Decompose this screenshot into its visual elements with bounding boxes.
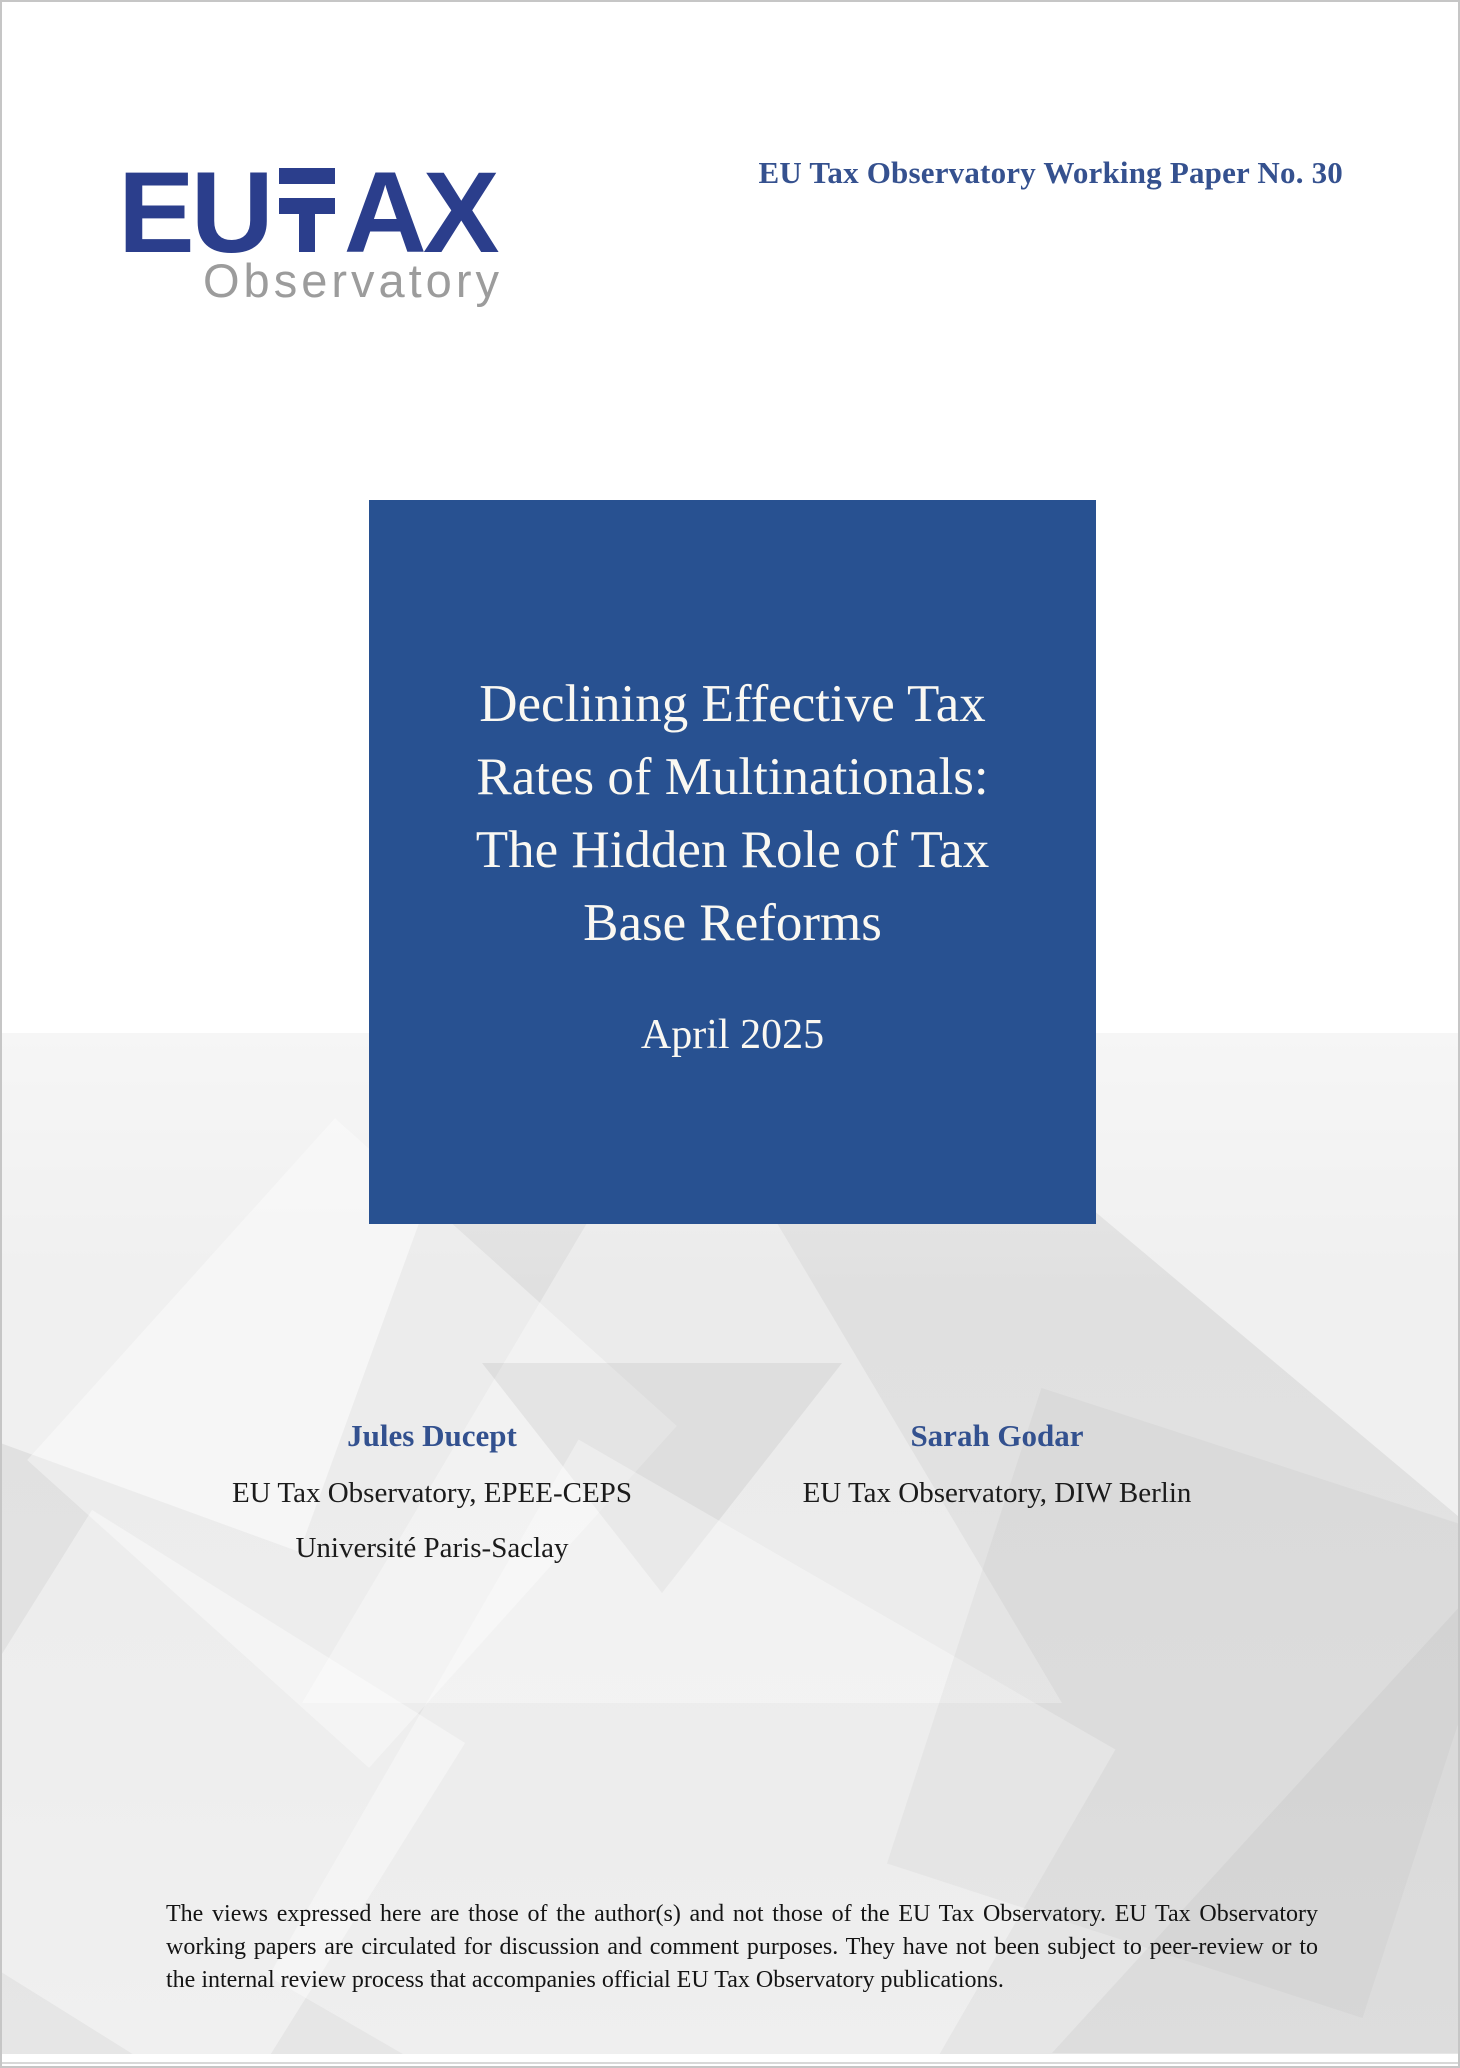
logo-t-top-bar bbox=[278, 168, 335, 184]
author-affiliation: EU Tax Observatory, EPEE-CEPS bbox=[232, 1477, 632, 1509]
working-paper-label: EU Tax Observatory Working Paper No. 30 bbox=[758, 155, 1343, 190]
eutax-logo: EU AX Observatory bbox=[118, 156, 503, 306]
title-box: Declining Effective Tax Rates of Multina… bbox=[369, 500, 1096, 1224]
paper-title: Declining Effective Tax Rates of Multina… bbox=[369, 500, 1096, 960]
author-name: Sarah Godar bbox=[910, 1418, 1084, 1453]
title-line: Rates of Multinationals: bbox=[476, 748, 989, 806]
logo-t-mid-bar bbox=[278, 198, 335, 214]
title-line: Declining Effective Tax bbox=[479, 675, 986, 733]
title-line: The Hidden Role of Tax bbox=[475, 821, 990, 879]
paper-date: April 2025 bbox=[640, 1012, 825, 1058]
bottom-rule bbox=[2, 2062, 1458, 2064]
disclaimer-text: The views expressed here are those of th… bbox=[166, 1901, 1318, 1993]
logo-subtitle: Observatory bbox=[203, 254, 503, 307]
logo-text-ax: AX bbox=[343, 149, 500, 277]
author-affiliation: EU Tax Observatory, DIW Berlin bbox=[802, 1477, 1192, 1509]
logo-t-glyph bbox=[278, 168, 335, 252]
eutax-logo-wordmark: EU AX bbox=[118, 156, 503, 271]
author-affiliation: Université Paris-Saclay bbox=[295, 1532, 569, 1564]
bottom-margin-strip bbox=[2, 2054, 1458, 2066]
author-name: Jules Ducept bbox=[347, 1418, 517, 1453]
title-line: Base Reforms bbox=[583, 894, 882, 952]
author-column-left: Jules Ducept EU Tax Observatory, EPEE-CE… bbox=[172, 1414, 692, 1576]
logo-t-stem bbox=[298, 214, 315, 252]
author-column-right: Sarah Godar EU Tax Observatory, DIW Berl… bbox=[742, 1414, 1252, 1521]
logo-text-eu: EU bbox=[118, 149, 274, 277]
